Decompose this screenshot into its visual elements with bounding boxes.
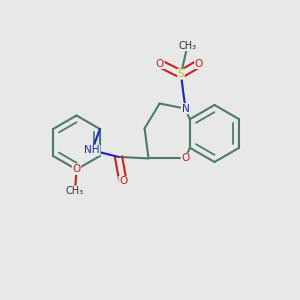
Text: O: O — [181, 153, 190, 164]
Text: N: N — [182, 103, 189, 114]
Text: CH₃: CH₃ — [178, 40, 196, 51]
Text: O: O — [72, 164, 81, 175]
Text: O: O — [119, 176, 127, 187]
Text: CH₃: CH₃ — [66, 186, 84, 196]
Text: O: O — [156, 58, 164, 69]
Text: NH: NH — [84, 145, 100, 155]
Text: S: S — [178, 69, 184, 79]
Text: O: O — [195, 58, 203, 69]
